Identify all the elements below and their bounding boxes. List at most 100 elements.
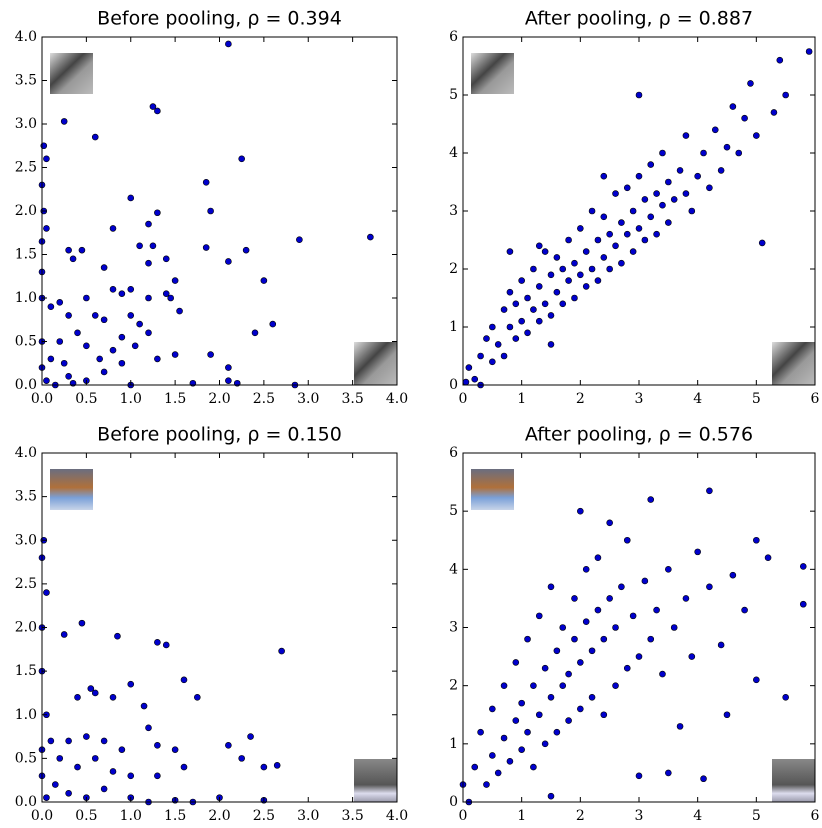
chart-title: Before pooling, ρ = 0.394 [97,8,342,30]
scatter-point [512,335,520,342]
scatter-point [553,728,561,736]
scatter-point [145,259,152,267]
scatter-point [78,246,86,254]
scatter-point [202,178,210,186]
scatter-point [43,155,50,163]
scatter-point [154,741,161,749]
scatter-point [582,283,590,290]
x-tick-label: 5 [752,391,761,407]
scatter-point [78,619,86,627]
x-tick-label: 0.5 [75,391,97,407]
x-tick-label: 6 [811,391,820,407]
scatter-point [577,659,584,666]
scatter-point [629,207,637,215]
patch-thumbnail [354,342,397,385]
scatter-point [618,259,625,267]
scatter-point [149,103,157,110]
scatter-point [506,288,514,296]
scatter-point [729,103,737,110]
scatter-point [553,288,561,296]
scatter-point [547,792,555,800]
x-tick-label: 1.0 [120,391,142,407]
scatter-point [506,323,514,331]
scatter-point [462,378,470,386]
scatter-point [676,723,684,730]
x-tick-label: 3.5 [341,391,363,407]
scatter-point [194,693,201,701]
scatter-point [500,734,508,742]
y-tick-label: 0.0 [15,794,37,810]
scatter-point [565,717,572,724]
y-tick-label: 1.5 [15,663,37,679]
y-tick-label: 4 [449,145,458,161]
scatter-point [65,372,72,380]
x-tick-label: 5 [752,808,761,824]
x-tick-label: 4 [693,391,702,407]
y-tick-label: 0.5 [15,334,37,350]
y-tick-label: 3.0 [15,116,37,132]
axes-frame [41,452,398,803]
x-tick-label: 6 [811,808,820,824]
x-tick-label: 0.0 [31,391,53,407]
scatter-point [694,172,701,180]
scatter-point [612,624,619,631]
scatter-point [465,364,473,371]
scatter-point [118,290,126,297]
scatter-point [207,351,214,358]
y-tick-label: 1.0 [15,707,37,723]
scatter-point [665,219,672,226]
scatter-point [647,496,655,503]
scatter-point [278,647,285,655]
scatter-point [524,294,531,302]
y-tick-label: 5 [449,503,458,519]
y-tick-label: 3.0 [15,532,37,548]
scatter-point [145,220,152,228]
scatter-point [109,693,117,701]
scatter-point [747,80,754,87]
patch-thumbnail [772,759,815,802]
scatter-point [647,213,655,221]
y-tick-label: 2.0 [15,203,37,219]
scatter-point [127,312,135,319]
scatter-point [641,196,649,203]
scatter-point [518,277,525,284]
scatter-point [676,167,684,174]
scatter-point [114,632,121,640]
scatter-point [483,781,490,788]
scatter-point [706,583,713,591]
scatter-point [500,682,508,689]
scatter-point [606,230,613,238]
scatter-point [729,571,737,579]
scatter-point [154,639,161,646]
scatter-point [577,705,584,713]
scatter-point [535,317,543,325]
scatter-point [74,693,81,701]
scatter-point [559,624,567,631]
scatter-point [606,519,613,527]
scatter-point [753,676,760,684]
scatter-point [225,40,232,48]
scatter-point [588,647,596,655]
scatter-point [535,612,543,620]
scatter-point [577,271,584,279]
scatter-point [530,682,537,689]
y-tick-label: 0 [449,377,458,393]
chart-title: After pooling, ρ = 0.887 [525,8,753,30]
scatter-point [127,772,135,780]
scatter-point [494,341,502,348]
scatter-point [612,682,619,689]
scatter-point [127,194,135,202]
scatter-point [782,693,789,701]
scatter-point [594,277,602,284]
scatter-point [477,728,484,736]
scatter-point [741,114,748,122]
scatter-point [524,728,531,736]
x-tick-label: 3.0 [297,391,319,407]
scatter-point [162,641,170,649]
scatter-point [43,794,50,801]
scatter-point [717,167,725,174]
y-tick-label: 4.0 [15,29,37,45]
x-tick-label: 4.0 [386,391,408,407]
scatter-point [612,242,619,250]
scatter-point [131,342,139,350]
